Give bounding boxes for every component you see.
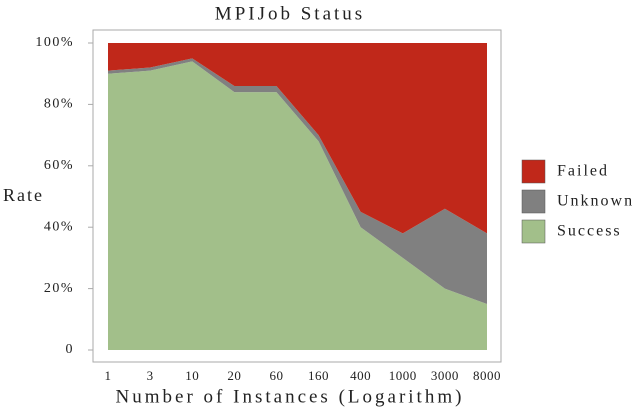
x-tick-label: 1000	[389, 368, 417, 383]
legend-swatch	[521, 189, 546, 214]
legend-swatch	[521, 219, 546, 244]
plot-frame	[92, 29, 502, 363]
y-tick-label: 20%	[44, 281, 74, 296]
x-tick-label: 8000	[473, 368, 501, 383]
y-tick-label: 80%	[44, 97, 74, 112]
area	[108, 43, 487, 234]
x-tick-label: 3000	[431, 368, 459, 383]
area	[108, 61, 487, 351]
x-tick-label: 60	[269, 368, 283, 383]
legend-label: Unknown	[557, 193, 634, 210]
legend-label: Success	[557, 223, 622, 240]
y-tick-label: 40%	[44, 219, 74, 234]
y-axis-label: Rate	[3, 185, 44, 205]
y-tick-label: 100%	[35, 35, 74, 50]
x-axis-label: Number of Instances (Logarithm)	[116, 386, 465, 407]
y-tick-label: 60%	[44, 158, 74, 173]
x-tick-label: 160	[308, 368, 329, 383]
legend-swatch	[521, 159, 546, 184]
legend-label: Failed	[557, 163, 609, 180]
x-tick-label: 1	[105, 368, 112, 383]
x-tick-label: 20	[227, 368, 241, 383]
area	[108, 58, 487, 304]
y-tick-label: 0	[66, 342, 75, 357]
x-tick-label: 10	[185, 368, 199, 383]
chart-title: MPIJob Status	[215, 3, 365, 24]
x-tick-label: 3	[147, 368, 154, 383]
x-tick-label: 400	[350, 368, 371, 383]
